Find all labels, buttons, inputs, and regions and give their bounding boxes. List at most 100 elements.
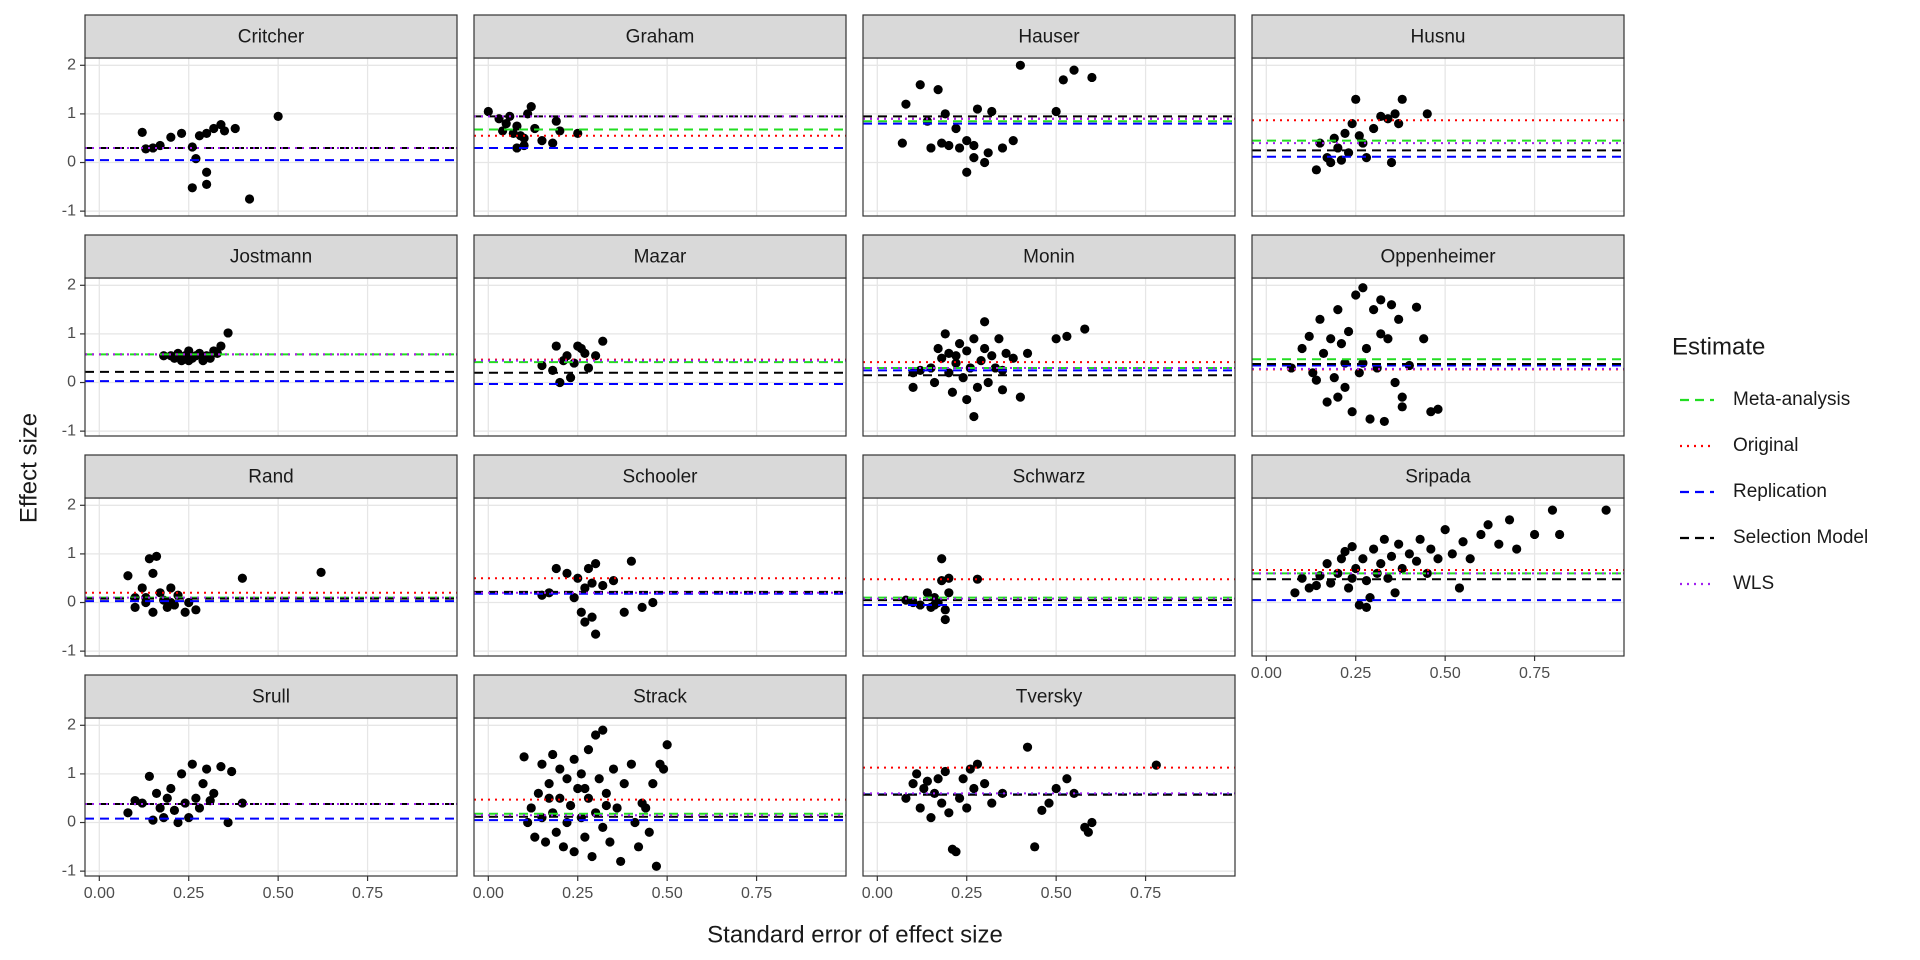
point: [1347, 119, 1357, 129]
point: [155, 803, 165, 813]
point: [569, 593, 579, 603]
panel-header: [1251, 234, 1625, 279]
panel-title: Rand: [248, 467, 293, 488]
panel-header: [1251, 454, 1625, 499]
point: [908, 779, 918, 789]
point: [191, 154, 201, 164]
legend-label: Replication: [1733, 481, 1827, 502]
point: [940, 605, 950, 615]
panel-title: Monin: [1023, 247, 1075, 268]
panel-header: [862, 674, 1236, 719]
point: [1347, 573, 1357, 583]
point: [962, 346, 972, 356]
point: [1433, 554, 1443, 564]
y-tick-label: 1: [67, 545, 76, 562]
point: [1397, 563, 1407, 574]
point: [915, 365, 925, 375]
point: [1340, 382, 1350, 392]
point: [548, 749, 558, 760]
legend-title: Estimate: [1672, 333, 1765, 360]
point: [901, 99, 911, 109]
point: [216, 341, 226, 351]
point: [562, 351, 572, 361]
point: [580, 617, 590, 627]
point: [565, 800, 576, 811]
panel-header: [84, 674, 458, 719]
point: [173, 817, 183, 828]
point: [1483, 520, 1493, 530]
point: [1354, 131, 1364, 141]
point: [1340, 546, 1350, 557]
point: [994, 334, 1004, 344]
point: [1555, 529, 1565, 540]
point: [1343, 583, 1354, 593]
point: [212, 348, 222, 358]
point: [637, 602, 647, 612]
point: [1376, 329, 1386, 339]
point: [227, 766, 237, 777]
point: [551, 341, 561, 351]
point: [1304, 583, 1314, 593]
point: [954, 793, 965, 803]
point: [1601, 505, 1611, 515]
point: [537, 360, 547, 371]
point: [958, 774, 968, 784]
legend-label: Original: [1733, 435, 1798, 456]
point: [148, 815, 158, 825]
point: [937, 138, 947, 148]
point: [512, 143, 522, 153]
x-tick-label: 0.75: [1519, 665, 1550, 682]
point: [573, 783, 583, 794]
point: [937, 798, 947, 808]
panel-header: [473, 454, 847, 499]
point: [198, 779, 208, 789]
point: [176, 769, 187, 779]
point: [598, 725, 608, 735]
point: [1447, 549, 1457, 559]
point: [537, 759, 547, 769]
point: [1051, 106, 1061, 117]
point: [548, 138, 558, 148]
point: [937, 554, 947, 564]
point: [926, 143, 936, 153]
point: [1379, 416, 1389, 427]
point: [969, 153, 979, 163]
x-tick-label: 0.25: [1340, 665, 1371, 682]
point: [1001, 348, 1011, 358]
y-tick-label: 1: [67, 325, 76, 342]
point: [915, 803, 925, 813]
panel-background: [1252, 58, 1624, 216]
point: [1008, 136, 1018, 146]
point: [1322, 397, 1332, 407]
point: [1044, 798, 1054, 808]
panel-header: [84, 454, 458, 499]
legend-label: WLS: [1733, 573, 1774, 594]
y-tick-label: 0: [67, 154, 76, 171]
y-tick-label: -1: [62, 422, 76, 439]
point: [1051, 334, 1061, 344]
point: [159, 351, 169, 361]
panel-background: [863, 498, 1235, 656]
panel-background: [85, 58, 457, 216]
point: [997, 385, 1008, 395]
point: [944, 588, 954, 598]
point: [166, 783, 176, 794]
point: [915, 600, 925, 610]
point: [969, 334, 979, 344]
point: [1326, 334, 1336, 344]
point: [962, 394, 972, 405]
point: [1354, 368, 1364, 378]
point: [583, 563, 594, 574]
point: [1058, 75, 1068, 85]
point: [148, 607, 158, 617]
point: [1087, 817, 1097, 828]
point: [569, 754, 579, 764]
legend-label: Meta-analysis: [1733, 389, 1850, 410]
point: [608, 576, 619, 586]
point: [237, 573, 247, 583]
point: [1358, 283, 1368, 293]
point: [1397, 392, 1407, 402]
point: [1351, 290, 1361, 300]
point: [594, 774, 604, 784]
